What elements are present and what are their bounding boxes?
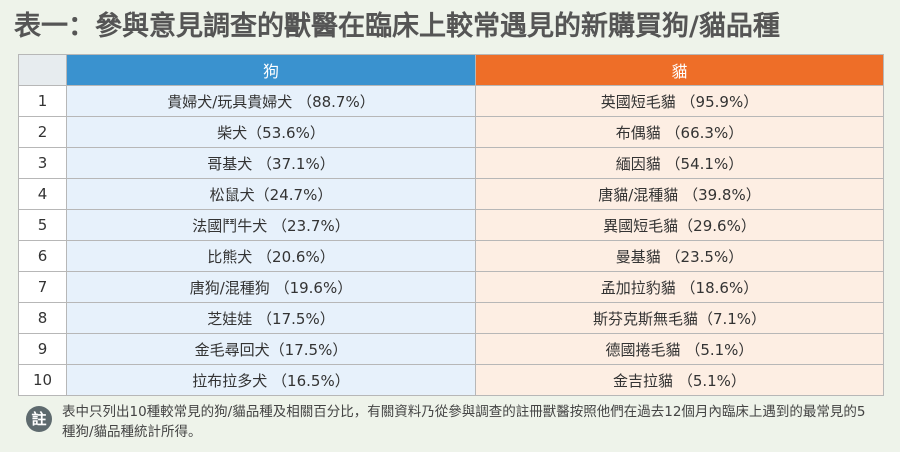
row-index: 5 [18, 209, 67, 241]
row-index: 1 [18, 85, 67, 117]
row-index: 2 [18, 116, 67, 148]
note-icon: 註 [26, 406, 52, 432]
dog-breed-cell: 金毛尋回犬（17.5%） [66, 333, 476, 365]
table-row: 2 柴犬（53.6%） 布偶貓 （66.3%） [18, 116, 884, 148]
footnote: 註 表中只列出10種較常見的狗/貓品種及相關百分比，有關資料乃從參與調查的註冊獸… [18, 396, 883, 448]
footnote-text: 表中只列出10種較常見的狗/貓品種及相關百分比，有關資料乃從參與調查的註冊獸醫按… [62, 404, 866, 440]
cat-breed-cell: 唐貓/混種貓 （39.8%） [475, 178, 884, 210]
dog-breed-cell: 法國鬥牛犬 （23.7%） [66, 209, 476, 241]
row-index: 4 [18, 178, 67, 210]
table-row: 5 法國鬥牛犬 （23.7%） 異國短毛貓（29.6%） [18, 209, 884, 241]
dog-breed-cell: 松鼠犬（24.7%） [66, 178, 476, 210]
cat-breed-cell: 德國捲毛貓 （5.1%） [475, 333, 884, 365]
row-index: 6 [18, 240, 67, 272]
dog-breed-cell: 柴犬（53.6%） [66, 116, 476, 148]
cat-breed-cell: 英國短毛貓 （95.9%） [475, 85, 884, 117]
cat-breed-cell: 緬因貓 （54.1%） [475, 147, 884, 179]
dog-breed-cell: 拉布拉多犬 （16.5%） [66, 364, 476, 396]
page-title: 表一：參與意見調查的獸醫在臨床上較常遇見的新購買狗/貓品種 [14, 11, 780, 42]
table-row: 8 芝娃娃 （17.5%） 斯芬克斯無毛貓（7.1%） [18, 302, 884, 334]
cat-breed-cell: 曼基貓 （23.5%） [475, 240, 884, 272]
row-index: 9 [18, 333, 67, 365]
breed-table: 狗 貓 1 貴婦犬/玩具貴婦犬 （88.7%） 英國短毛貓 （95.9%） 2 … [18, 54, 884, 396]
table-row: 9 金毛尋回犬（17.5%） 德國捲毛貓 （5.1%） [18, 333, 884, 365]
cat-breed-cell: 異國短毛貓（29.6%） [475, 209, 884, 241]
dog-header: 狗 [66, 54, 476, 86]
cat-breed-cell: 斯芬克斯無毛貓（7.1%） [475, 302, 884, 334]
table-row: 7 唐狗/混種狗 （19.6%） 孟加拉豹貓 （18.6%） [18, 271, 884, 303]
dog-breed-cell: 哥基犬 （37.1%） [66, 147, 476, 179]
cat-breed-cell: 金吉拉貓 （5.1%） [475, 364, 884, 396]
dog-breed-cell: 貴婦犬/玩具貴婦犬 （88.7%） [66, 85, 476, 117]
dog-breed-cell: 唐狗/混種狗 （19.6%） [66, 271, 476, 303]
table-row: 1 貴婦犬/玩具貴婦犬 （88.7%） 英國短毛貓 （95.9%） [18, 85, 884, 117]
cat-breed-cell: 孟加拉豹貓 （18.6%） [475, 271, 884, 303]
table-row: 4 松鼠犬（24.7%） 唐貓/混種貓 （39.8%） [18, 178, 884, 210]
cat-header: 貓 [475, 54, 884, 86]
dog-breed-cell: 芝娃娃 （17.5%） [66, 302, 476, 334]
row-index: 7 [18, 271, 67, 303]
table-header-row: 狗 貓 [18, 54, 884, 86]
table-row: 3 哥基犬 （37.1%） 緬因貓 （54.1%） [18, 147, 884, 179]
table-row: 6 比熊犬 （20.6%） 曼基貓 （23.5%） [18, 240, 884, 272]
cat-breed-cell: 布偶貓 （66.3%） [475, 116, 884, 148]
row-index: 8 [18, 302, 67, 334]
row-index: 3 [18, 147, 67, 179]
index-header [18, 54, 67, 86]
row-index: 10 [18, 364, 67, 396]
table-row: 10 拉布拉多犬 （16.5%） 金吉拉貓 （5.1%） [18, 364, 884, 396]
dog-breed-cell: 比熊犬 （20.6%） [66, 240, 476, 272]
